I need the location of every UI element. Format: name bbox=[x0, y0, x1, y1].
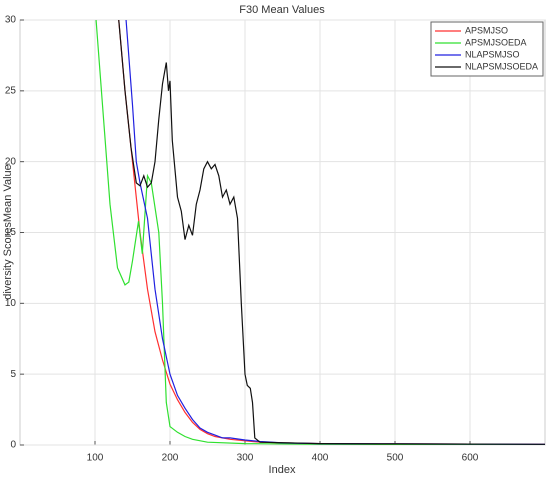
y-tick-label: 10 bbox=[5, 298, 17, 309]
x-tick-label: 400 bbox=[312, 453, 329, 464]
series-line bbox=[95, 20, 545, 445]
y-tick-label: 0 bbox=[10, 440, 16, 451]
legend-label: APSMJSO bbox=[465, 25, 508, 35]
y-axis-label: diversity ScoresMean Value bbox=[2, 164, 14, 300]
x-tick-label: 500 bbox=[387, 453, 404, 464]
chart-title: F30 Mean Values bbox=[239, 4, 325, 16]
y-tick-label: 5 bbox=[10, 369, 16, 380]
lines bbox=[95, 20, 545, 445]
x-axis-label: Index bbox=[269, 464, 296, 476]
y-tick-label: 20 bbox=[5, 156, 17, 167]
legend-label: APSMJSOEDA bbox=[465, 37, 527, 47]
x-tick-label: 600 bbox=[462, 453, 479, 464]
x-tick-label: 100 bbox=[87, 453, 104, 464]
legend: APSMJSO APSMJSOEDA NLAPSMJSO NLAPSMJSOEDA bbox=[430, 21, 544, 77]
y-tick-label: 30 bbox=[5, 15, 17, 26]
grid bbox=[20, 19, 545, 446]
y-tick-label: 25 bbox=[5, 85, 17, 96]
x-tick-label: 300 bbox=[237, 453, 254, 464]
y-tick-label: 15 bbox=[5, 227, 17, 238]
x-tick-label: 200 bbox=[162, 453, 179, 464]
series-line bbox=[118, 20, 545, 445]
legend-label: NLAPSMJSO bbox=[465, 49, 520, 59]
legend-label: NLAPSMJSOEDA bbox=[465, 61, 538, 71]
